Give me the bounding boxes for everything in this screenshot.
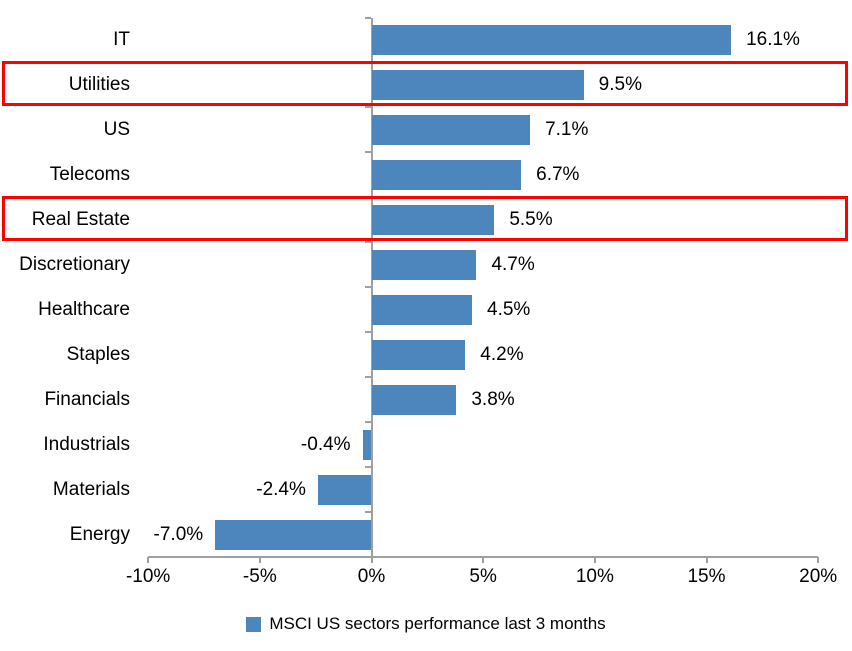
category-axis-tick [364, 376, 371, 379]
data-bar [215, 519, 372, 550]
value-axis-tick-label: -5% [242, 566, 277, 587]
data-bar [371, 114, 531, 145]
value-axis-tick-label: 20% [799, 566, 838, 587]
category-axis-tick [364, 421, 371, 424]
category-axis-tick [364, 466, 371, 469]
value-label: 6.7% [536, 163, 580, 185]
category-label: Telecoms [49, 163, 130, 185]
value-label: 16.1% [746, 28, 800, 50]
value-label: 4.5% [487, 298, 531, 320]
data-bar [371, 339, 466, 370]
category-axis-tick [364, 286, 371, 289]
category-axis-line [370, 17, 373, 557]
category-axis-tick [364, 556, 371, 558]
chart-legend: MSCI US sectors performance last 3 month… [0, 609, 852, 639]
category-label: Energy [69, 523, 130, 545]
value-axis-tick [258, 557, 261, 563]
value-label: 4.2% [480, 343, 524, 365]
value-axis-tick-label: -10% [125, 566, 171, 587]
value-axis-tick-label: 0% [357, 566, 386, 587]
category-axis-tick [364, 241, 371, 244]
legend-label: MSCI US sectors performance last 3 month… [269, 614, 606, 633]
value-axis-tick [147, 557, 150, 563]
data-bar [371, 384, 457, 415]
value-axis-tick [482, 557, 485, 563]
category-axis-tick [364, 331, 371, 334]
data-bar [371, 294, 472, 325]
category-label: Discretionary [19, 253, 130, 275]
data-bar [371, 69, 584, 100]
legend-marker-icon [246, 616, 262, 632]
category-label: US [103, 118, 130, 140]
value-axis-tick [593, 557, 596, 563]
value-label: -2.4% [256, 478, 306, 500]
category-axis-tick [364, 106, 371, 109]
highlight-box [2, 61, 848, 107]
data-bar [317, 474, 372, 505]
data-bar [371, 159, 522, 190]
category-label: Healthcare [38, 298, 130, 320]
value-axis-tick [705, 557, 708, 563]
value-axis-tick-label: 15% [687, 566, 726, 587]
category-label: Materials [52, 478, 130, 500]
data-bar [371, 24, 732, 55]
category-axis-tick [364, 151, 371, 154]
value-axis-tick-label: 10% [575, 566, 614, 587]
value-axis-tick [370, 557, 373, 563]
highlight-box [2, 196, 848, 242]
category-label: Real Estate [31, 208, 130, 230]
category-axis-tick [364, 511, 371, 514]
value-axis-tick-label: 5% [469, 566, 497, 587]
value-label: 5.5% [509, 208, 553, 230]
value-axis-tick [817, 557, 820, 563]
value-label: 4.7% [491, 253, 535, 275]
value-label: 9.5% [598, 73, 642, 95]
value-label: 7.1% [545, 118, 589, 140]
category-label: Utilities [68, 73, 130, 95]
category-axis-tick [364, 16, 371, 19]
category-label: Staples [66, 343, 130, 365]
value-label: 3.8% [471, 388, 515, 410]
category-label: Industrials [43, 433, 130, 455]
data-bar [371, 249, 477, 280]
data-bar [371, 204, 495, 235]
data-bar [362, 429, 372, 460]
value-label: -7.0% [153, 523, 204, 545]
category-label: Financials [44, 388, 130, 410]
category-label: IT [113, 28, 130, 50]
value-label: -0.4% [300, 433, 351, 455]
